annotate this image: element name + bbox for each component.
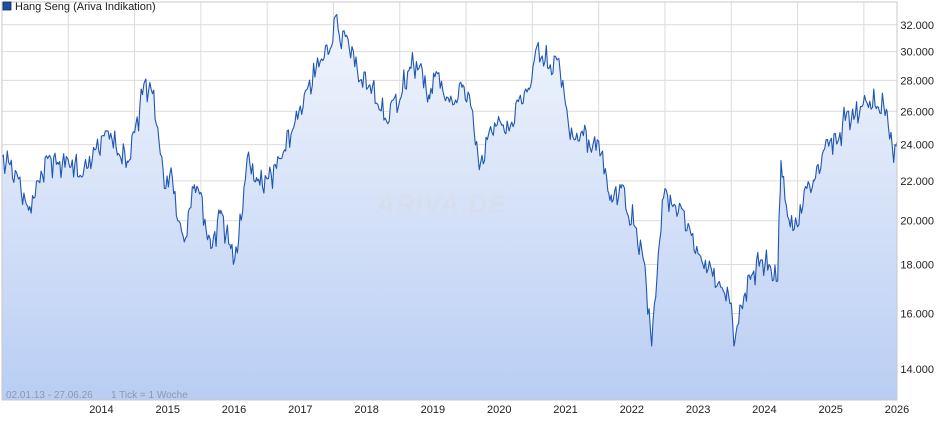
x-axis-ticks: 2014 2015 2016 2017 2018 2019 2020 2021 2022 2023… — [89, 404, 909, 416]
y-tick-label: 30.000 — [900, 47, 934, 59]
legend-label: Hang Seng (Ariva Indikation) — [15, 1, 156, 13]
y-tick-label: 16.000 — [900, 309, 934, 321]
y-tick-label: 32.000 — [900, 20, 934, 32]
y-tick-label: 20.000 — [900, 216, 934, 228]
y-tick-label: 14.000 — [900, 364, 934, 376]
x-tick-label: 2015 — [155, 404, 179, 416]
x-tick-label: 2021 — [553, 404, 577, 416]
date-range-label: 02.01.13 - 27.06.26 — [6, 390, 93, 401]
plot-frame — [1, 1, 898, 401]
x-tick-label: 2022 — [620, 404, 644, 416]
y-axis-ticks: 14.000 16.000 18.000 20.000 22.000 24.000 26.0… — [900, 20, 934, 376]
x-tick-label: 2014 — [89, 404, 113, 416]
y-tick-label: 18.000 — [900, 259, 934, 271]
series-area-fill — [2, 14, 897, 400]
x-tick-label: 2020 — [487, 404, 511, 416]
series-line — [1, 13, 898, 347]
x-tick-label: 2018 — [354, 404, 378, 416]
x-tick-label: 2025 — [818, 404, 842, 416]
y-tick-label: 26.000 — [900, 106, 934, 118]
tick-info-label: 1 Tick = 1 Woche — [111, 390, 188, 401]
legend: Hang Seng (Ariva Indikation) — [2, 1, 156, 13]
watermark: ARIVA.DE — [375, 189, 506, 219]
y-tick-label: 28.000 — [900, 75, 934, 87]
y-tick-label: 24.000 — [900, 140, 934, 152]
legend-swatch — [2, 1, 12, 11]
x-tick-label: 2016 — [222, 404, 246, 416]
x-tick-label: 2024 — [752, 404, 776, 416]
x-tick-label: 2019 — [421, 404, 445, 416]
y-tick-label: 22.000 — [900, 176, 934, 188]
x-tick-label: 2017 — [288, 404, 312, 416]
x-tick-label: 2026 — [885, 404, 909, 416]
x-tick-label: 2023 — [686, 404, 710, 416]
